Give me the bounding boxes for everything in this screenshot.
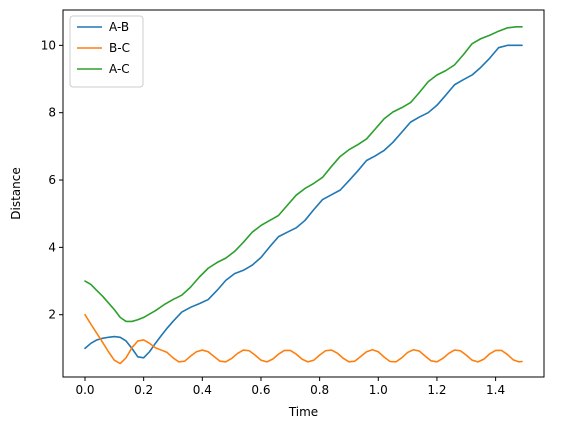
x-tick-label: 1.0 <box>369 383 388 397</box>
x-tick-label: 0.8 <box>310 383 329 397</box>
y-tick-label: 8 <box>48 106 56 120</box>
legend-label-a-b: A-B <box>109 20 129 34</box>
series-line-a-c <box>84 26 523 323</box>
y-axis-label: Distance <box>9 167 23 219</box>
x-tick-label: 1.4 <box>486 383 505 397</box>
plot-frame <box>62 9 545 378</box>
y-tick-label: 6 <box>48 173 56 187</box>
x-tick-label: 0.0 <box>75 383 94 397</box>
x-tick-label: 0.2 <box>134 383 153 397</box>
y-axis-ticks: 2 4 6 8 10 <box>41 38 63 322</box>
y-tick-label: 4 <box>48 240 56 254</box>
x-tick-label: 0.6 <box>251 383 270 397</box>
x-tick-label: 1.2 <box>427 383 446 397</box>
series-line-a-b <box>84 44 523 359</box>
x-tick-label: 0.4 <box>193 383 212 397</box>
y-tick-label: 2 <box>48 308 56 322</box>
x-axis-ticks: 0.0 0.2 0.4 0.6 0.8 1.0 1.2 1.4 <box>75 377 505 397</box>
legend-items: A-B B-C A-C <box>77 20 130 76</box>
legend: A-B B-C A-C <box>69 15 144 88</box>
series-line-b-c <box>84 313 523 365</box>
y-tick-label: 10 <box>41 38 56 52</box>
legend-label-b-c: B-C <box>109 41 130 55</box>
x-axis-label: Time <box>288 405 318 419</box>
legend-label-a-c: A-C <box>109 62 130 76</box>
series-layer <box>84 26 523 365</box>
